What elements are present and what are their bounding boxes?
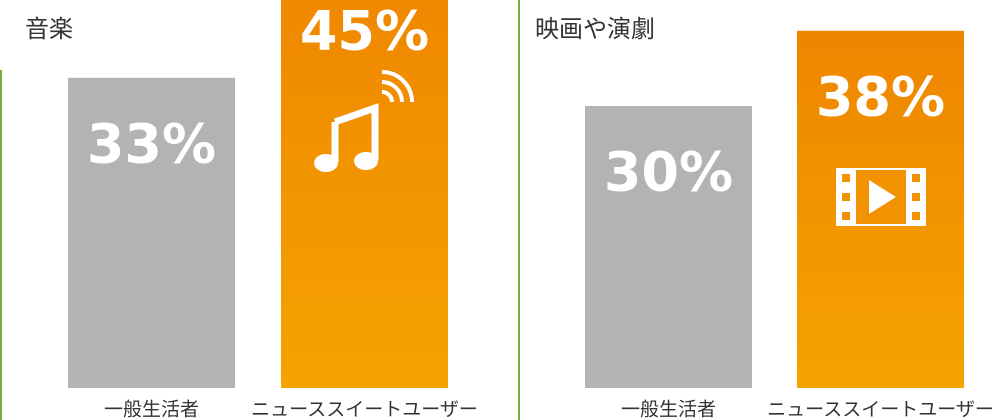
- chart-title: 音楽: [25, 15, 73, 43]
- x-tick-label: 一般生活者: [621, 399, 716, 420]
- x-tick-label: ニューススイートユーザー: [767, 399, 994, 420]
- bar: [281, 0, 448, 388]
- music-icon: [314, 70, 414, 172]
- x-tick-label: ニューススイートユーザー: [251, 399, 478, 420]
- value-label: 38%: [816, 65, 945, 128]
- value-label: 45%: [300, 0, 429, 63]
- chart-title: 映画や演劇: [535, 15, 655, 43]
- x-tick-label: 一般生活者: [104, 399, 199, 420]
- bar: [585, 106, 752, 388]
- value-label: 30%: [604, 141, 733, 204]
- film-icon: [836, 168, 926, 226]
- bar: [68, 77, 235, 389]
- bars: 33% 一般生活者 45% ニューススイートユーザー 30% 一般生活者 38% ニューススイ…: [68, 0, 994, 420]
- value-label: 33%: [87, 112, 216, 175]
